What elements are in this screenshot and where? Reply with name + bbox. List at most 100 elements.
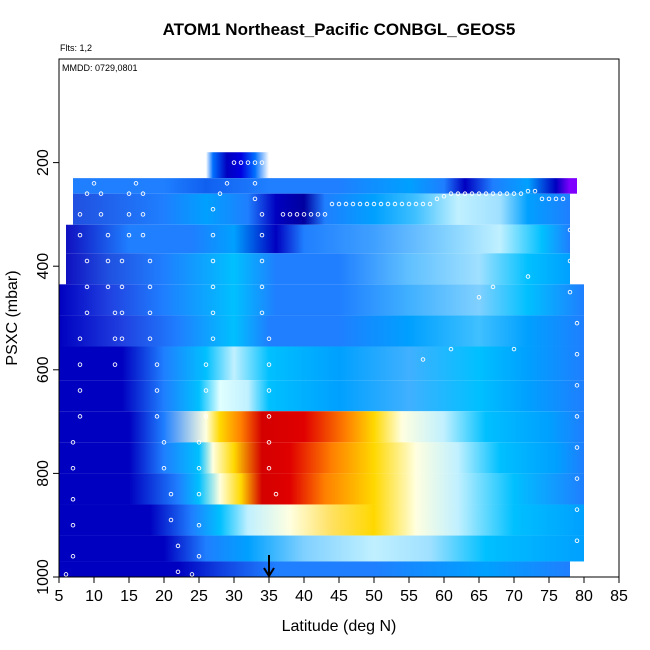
x-tick-label: 65 [470, 588, 488, 605]
x-tick-label: 40 [295, 588, 313, 605]
flight-track-point [287, 212, 293, 217]
flight-track-point [574, 414, 580, 419]
flight-track-point [175, 569, 181, 575]
flight-track-layer [63, 160, 580, 577]
flight-track-point [196, 465, 202, 471]
flight-track-point [70, 554, 76, 559]
x-tick-label: 5 [55, 588, 64, 605]
flight-track-point [574, 476, 580, 481]
flight-track-point [252, 160, 258, 165]
field-row [59, 561, 570, 577]
flight-track-point [196, 554, 202, 559]
flight-track-point [259, 160, 265, 165]
flight-track-point [490, 191, 496, 196]
flight-track-point [525, 274, 531, 279]
y-tick-label: 400 [35, 253, 52, 280]
field-row [59, 411, 584, 443]
flight-track-point [385, 201, 391, 207]
flight-track-point [343, 201, 349, 207]
field-row [66, 224, 570, 254]
flight-track-point [147, 336, 153, 341]
flight-track-point [84, 284, 90, 290]
flight-track-point [252, 196, 258, 202]
flight-track-point [539, 196, 545, 202]
flight-track-point [434, 196, 440, 202]
y-tick-label: 600 [35, 356, 52, 383]
flight-track-point [210, 258, 216, 264]
field-layer [59, 152, 584, 577]
y-tick-label: 1000 [35, 559, 52, 595]
flight-track-point [196, 522, 202, 528]
flight-track-point [525, 188, 531, 194]
field-row [73, 178, 577, 194]
field-row [59, 284, 584, 316]
flight-track-point [210, 284, 216, 290]
flight-track-point [84, 258, 90, 264]
flight-track-point [490, 284, 496, 290]
y-axis: 200 400 600 800 1000 [35, 149, 59, 595]
x-tick-label: 70 [505, 588, 523, 605]
flight-track-point [210, 310, 216, 316]
flight-track-point [168, 491, 174, 497]
flight-track-point [329, 201, 335, 207]
flight-track-point [427, 201, 433, 207]
flight-track-point [483, 191, 489, 196]
flight-track-point [504, 191, 510, 196]
flight-track-point [154, 388, 160, 393]
flight-track-point [210, 232, 216, 238]
flight-track-point [154, 414, 160, 419]
dates-annotation: MMDD: 0729,0801 [62, 63, 138, 73]
flight-track-point [567, 227, 573, 233]
flight-track-point [259, 212, 265, 217]
x-tick-label: 55 [400, 588, 418, 605]
flight-track-point [189, 572, 195, 577]
flight-track-point [259, 284, 265, 290]
flight-track-point [210, 336, 216, 341]
chart-title: ATOM1 Northeast_Pacific CONBGL_GEOS5 [163, 20, 516, 39]
flight-track-point [210, 206, 216, 212]
x-axis: 5 10 15 20 25 30 35 40 45 50 55 60 65 70 75 80 85 [55, 577, 628, 605]
field-row [59, 380, 584, 412]
flight-track-point [70, 440, 76, 445]
flight-track-point [301, 212, 307, 217]
flight-track-point [315, 212, 321, 217]
x-tick-label: 15 [120, 588, 138, 605]
flight-track-point [175, 543, 181, 549]
x-tick-label: 45 [330, 588, 348, 605]
flight-track-point [357, 201, 363, 207]
flight-track-point [112, 336, 118, 341]
flight-track-point [308, 212, 314, 217]
field-row [66, 253, 570, 285]
flight-track-point [70, 522, 76, 528]
flight-track-point [567, 258, 573, 264]
marker-arrow-head [263, 567, 275, 578]
flight-track-point [399, 201, 405, 207]
x-tick-label: 30 [225, 588, 243, 605]
x-tick-label: 50 [365, 588, 383, 605]
flight-track-point [266, 414, 272, 419]
flight-track-point [469, 191, 475, 196]
flight-track-point [77, 362, 83, 367]
flight-track-point [567, 289, 573, 295]
flight-track-point [511, 346, 517, 352]
flight-track-point [217, 191, 223, 196]
flight-track-point [280, 212, 286, 217]
flight-track-point [105, 258, 111, 264]
y-tick-label: 200 [35, 149, 52, 176]
flight-track-point [371, 201, 377, 207]
flight-track-point [133, 181, 139, 186]
flight-track-point [266, 388, 272, 393]
field-row [59, 473, 584, 505]
flight-track-point [196, 440, 202, 445]
flight-track-point [126, 232, 132, 238]
flight-track-point [252, 181, 258, 186]
flight-track-point [77, 414, 83, 419]
x-tick-label: 10 [85, 588, 103, 605]
flight-track-point [98, 191, 104, 196]
flight-track-point [511, 191, 517, 196]
flight-track-point [77, 336, 83, 341]
x-tick-label: 85 [610, 588, 628, 605]
flight-track-point [112, 362, 118, 367]
flight-track-point [266, 362, 272, 367]
flight-track-point [161, 465, 167, 471]
